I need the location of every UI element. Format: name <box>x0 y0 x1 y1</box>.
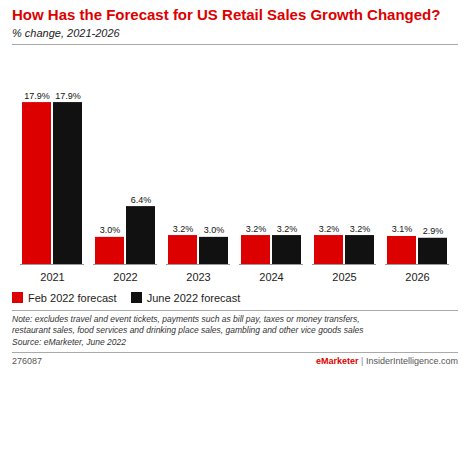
svg-text:3.2%: 3.2% <box>246 224 267 234</box>
svg-text:3.0%: 3.0% <box>100 225 121 235</box>
svg-text:3.2%: 3.2% <box>173 224 194 234</box>
svg-text:2026: 2026 <box>405 271 429 283</box>
svg-text:2025: 2025 <box>332 271 356 283</box>
html-text:Note: excludes travel and even: Note: excludes travel and event tickets,… <box>12 314 360 324</box>
svg-text:2024: 2024 <box>259 271 283 283</box>
html-text:eMarketer | InsiderIntelligenc: eMarketer | InsiderIntelligence.com <box>316 356 458 367</box>
html-text:Feb 2022 forecast: Feb 2022 forecast <box>28 292 117 304</box>
svg-text:3.0%: 3.0% <box>204 225 225 235</box>
svg-text:2021: 2021 <box>40 271 64 283</box>
svg-text:2023: 2023 <box>186 271 210 283</box>
svg-text:2.9%: 2.9% <box>423 226 444 236</box>
svg-text:3.2%: 3.2% <box>319 224 340 234</box>
html-text:% change, 2021-2026: % change, 2021-2026 <box>12 27 120 39</box>
svg-text:3.2%: 3.2% <box>350 224 371 234</box>
svg-text:6.4%: 6.4% <box>131 195 152 205</box>
svg-text:3.1%: 3.1% <box>392 224 413 234</box>
html-text:Source: eMarketer, June 2022: Source: eMarketer, June 2022 <box>12 336 126 347</box>
svg-text:2022: 2022 <box>113 271 137 283</box>
svg-text:17.9%: 17.9% <box>24 91 50 101</box>
html-text:How Has the Forecast for US Re: How Has the Forecast for US Retail Sales… <box>12 6 441 23</box>
html-text:276087: 276087 <box>12 356 42 367</box>
html-text:June 2022 forecast: June 2022 forecast <box>146 292 241 304</box>
svg-text:17.9%: 17.9% <box>55 91 81 101</box>
html-text:restaurant sales, food service: restaurant sales, food services and drin… <box>12 325 364 336</box>
svg-text:3.2%: 3.2% <box>277 224 298 234</box>
